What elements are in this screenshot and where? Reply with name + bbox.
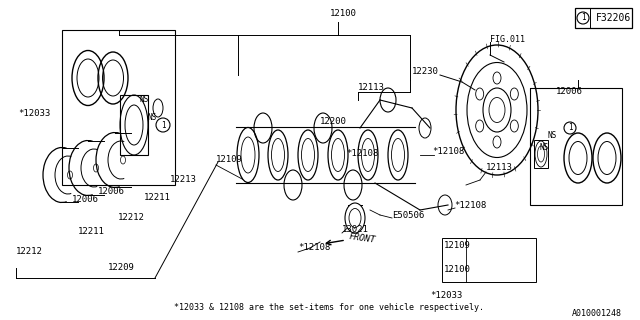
Text: F32206: F32206 — [596, 13, 631, 23]
Text: *12108: *12108 — [432, 148, 464, 156]
Bar — [62, 30, 175, 185]
Text: 12100: 12100 — [330, 10, 357, 19]
Text: 12006: 12006 — [556, 87, 583, 97]
Ellipse shape — [388, 130, 408, 180]
Text: 1: 1 — [580, 13, 586, 22]
Ellipse shape — [345, 203, 365, 233]
Text: *12108: *12108 — [454, 201, 486, 210]
Text: A010001248: A010001248 — [572, 309, 622, 318]
Circle shape — [577, 12, 589, 24]
Text: 12100: 12100 — [444, 266, 471, 275]
Text: 12230: 12230 — [412, 68, 439, 76]
Text: *12033: *12033 — [430, 291, 462, 300]
Text: 12113: 12113 — [358, 84, 385, 92]
Text: *12108: *12108 — [298, 244, 330, 252]
Text: *12108: *12108 — [346, 148, 378, 157]
Text: 12200: 12200 — [320, 117, 347, 126]
Bar — [575, 8, 632, 28]
Ellipse shape — [298, 130, 318, 180]
Ellipse shape — [510, 88, 518, 100]
Text: NS: NS — [148, 114, 157, 123]
Ellipse shape — [328, 130, 348, 180]
Bar — [442, 238, 536, 282]
Text: NS: NS — [548, 131, 557, 140]
Text: 12006: 12006 — [98, 188, 125, 196]
Text: 12209: 12209 — [108, 263, 135, 273]
Ellipse shape — [510, 120, 518, 132]
Circle shape — [156, 118, 170, 132]
Ellipse shape — [358, 130, 378, 180]
Text: 12109: 12109 — [444, 242, 471, 251]
Text: 1: 1 — [568, 124, 572, 132]
Ellipse shape — [493, 72, 501, 84]
Ellipse shape — [493, 136, 501, 148]
Ellipse shape — [476, 120, 484, 132]
Text: 12113: 12113 — [486, 164, 513, 172]
Ellipse shape — [476, 88, 484, 100]
Text: 12213: 12213 — [170, 175, 197, 185]
Text: *12033: *12033 — [18, 108, 51, 117]
Text: 1: 1 — [161, 121, 165, 130]
Text: E50506: E50506 — [392, 211, 424, 220]
Text: *12033 & 12108 are the set-items for one vehicle respectively.: *12033 & 12108 are the set-items for one… — [174, 303, 484, 313]
Text: NS: NS — [140, 95, 149, 105]
Ellipse shape — [268, 130, 288, 180]
Text: 12109: 12109 — [216, 156, 243, 164]
Text: FIG.011: FIG.011 — [490, 36, 525, 44]
Bar — [530, 88, 622, 205]
Text: 12211: 12211 — [144, 194, 171, 203]
Circle shape — [564, 122, 576, 134]
Text: NS: NS — [540, 143, 549, 153]
Bar — [534, 140, 548, 168]
Text: 12212: 12212 — [118, 213, 145, 222]
Ellipse shape — [237, 127, 259, 182]
Text: 12006: 12006 — [72, 196, 99, 204]
Text: 12212: 12212 — [16, 247, 43, 257]
Bar — [120, 95, 148, 155]
Text: FRONT: FRONT — [348, 232, 376, 244]
Text: 13021: 13021 — [342, 226, 369, 235]
Text: 12211: 12211 — [78, 228, 105, 236]
